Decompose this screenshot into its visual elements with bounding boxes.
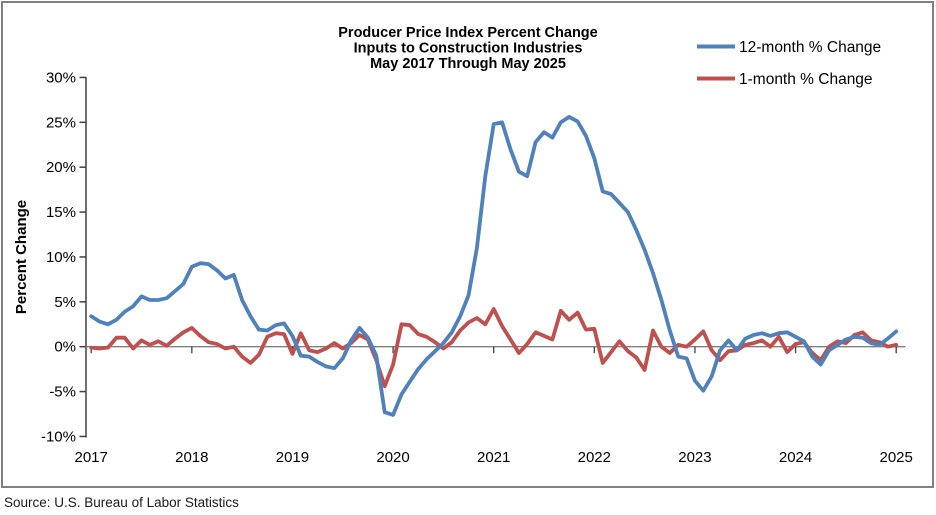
x-tick-label: 2021 xyxy=(477,449,510,466)
y-tick-label: 0% xyxy=(54,339,76,356)
y-tick-label: 5% xyxy=(54,294,76,311)
chart-border-frame xyxy=(1,1,934,488)
x-tick-label: 2017 xyxy=(75,449,108,466)
x-tick-label: 2024 xyxy=(779,449,812,466)
y-tick-label: -5% xyxy=(49,384,76,401)
y-tick-label: 30% xyxy=(46,69,76,86)
series-1-month-line xyxy=(89,307,899,389)
x-tick-label: 2020 xyxy=(376,449,409,466)
y-tick-label: 25% xyxy=(46,114,76,131)
legend-label-12-month: 12-month % Change xyxy=(739,39,881,56)
x-tick-label: 2023 xyxy=(678,449,711,466)
x-tick-label: 2025 xyxy=(880,449,913,466)
legend-item-1-month: 1-month % Change xyxy=(697,71,873,88)
chart-title: Producer Price Index Percent Change Inpu… xyxy=(338,25,597,72)
x-axis-ticks: 2017 2018 2019 2020 2021 2022 2023 2024 2025 xyxy=(75,346,913,466)
x-tick-label: 2022 xyxy=(578,449,611,466)
chart-title-line-3: May 2017 Through May 2025 xyxy=(370,56,566,72)
x-tick-label: 2018 xyxy=(175,449,208,466)
y-tick-label: 15% xyxy=(46,204,76,221)
y-axis-ticks: 30% 25% 20% 15% 10% 5% 0% -5% -10% xyxy=(41,69,86,445)
y-axis-title: Percent Change xyxy=(13,200,30,314)
source-attribution: Source: U.S. Bureau of Labor Statistics xyxy=(4,495,239,510)
x-tick-label: 2019 xyxy=(276,449,309,466)
legend-item-12-month: 12-month % Change xyxy=(697,39,881,56)
chart-title-line-2: Inputs to Construction Industries xyxy=(354,41,583,57)
y-tick-label: 20% xyxy=(46,159,76,176)
y-tick-label: -10% xyxy=(41,428,76,445)
chart-title-line-1: Producer Price Index Percent Change xyxy=(338,25,597,41)
chart-legend: 12-month % Change 1-month % Change xyxy=(697,39,881,88)
y-tick-label: 10% xyxy=(46,249,76,266)
legend-label-1-month: 1-month % Change xyxy=(739,71,873,88)
series-12-month-line xyxy=(89,115,899,417)
